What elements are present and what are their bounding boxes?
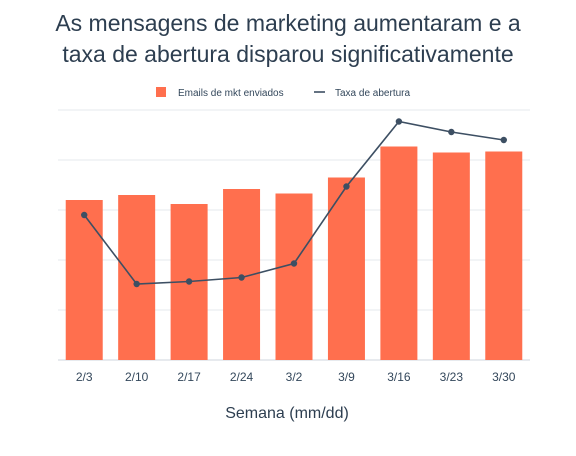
x-tick-label: 2/10 (125, 370, 149, 384)
x-tick-label: 2/3 (76, 370, 93, 384)
bar-2-10 (118, 195, 156, 360)
legend-swatch-emails (156, 87, 166, 97)
bar-3-2 (275, 193, 313, 360)
legend: Emails de mkt enviados Taxa de abertura (156, 87, 410, 99)
legend-label-open-rate: Taxa de abertura (335, 88, 410, 99)
chart-title: As mensagens de marketing aumentaram e a… (0, 8, 576, 70)
bar-3-23 (432, 152, 470, 360)
x-tick-label: 2/17 (177, 370, 201, 384)
line-series (81, 118, 507, 288)
chart-title-line-1: As mensagens de marketing aumentaram e a (55, 10, 521, 36)
open-rate-point-2-24 (238, 274, 245, 281)
open-rate-point-3-16 (395, 118, 403, 125)
open-rate-point-3-2 (290, 260, 298, 267)
x-tick-label: 2/24 (230, 370, 254, 384)
open-rate-point-3-30 (500, 136, 507, 144)
open-rate-point-3-23 (448, 128, 455, 136)
open-rate-point-2-3 (81, 211, 88, 219)
legend-label-emails: Emails de mkt enviados (178, 88, 284, 99)
bar-3-30 (485, 151, 523, 360)
x-tick-label: 3/30 (492, 370, 516, 384)
x-tick-label: 3/16 (387, 370, 411, 384)
x-tick-label: 3/9 (338, 370, 355, 384)
x-tick-label: 3/23 (440, 370, 464, 384)
x-axis-label: Semana (mm/dd) (225, 405, 349, 422)
chart-title-line-2: taxa de abertura disparou significativam… (62, 41, 514, 67)
x-tick-label: 3/2 (286, 370, 303, 384)
bar-3-16 (380, 146, 418, 360)
open-rate-point-2-10 (133, 280, 140, 288)
open-rate-point-2-17 (185, 278, 193, 285)
bar-3-9 (327, 177, 365, 360)
bar-2-3 (65, 200, 103, 360)
bar-series (65, 146, 523, 360)
x-axis-tick-labels: 2/3 2/10 2/17 2/24 3/2 3/9 3/16 3/23 3/30 (76, 370, 516, 384)
open-rate-point-3-9 (343, 183, 350, 190)
